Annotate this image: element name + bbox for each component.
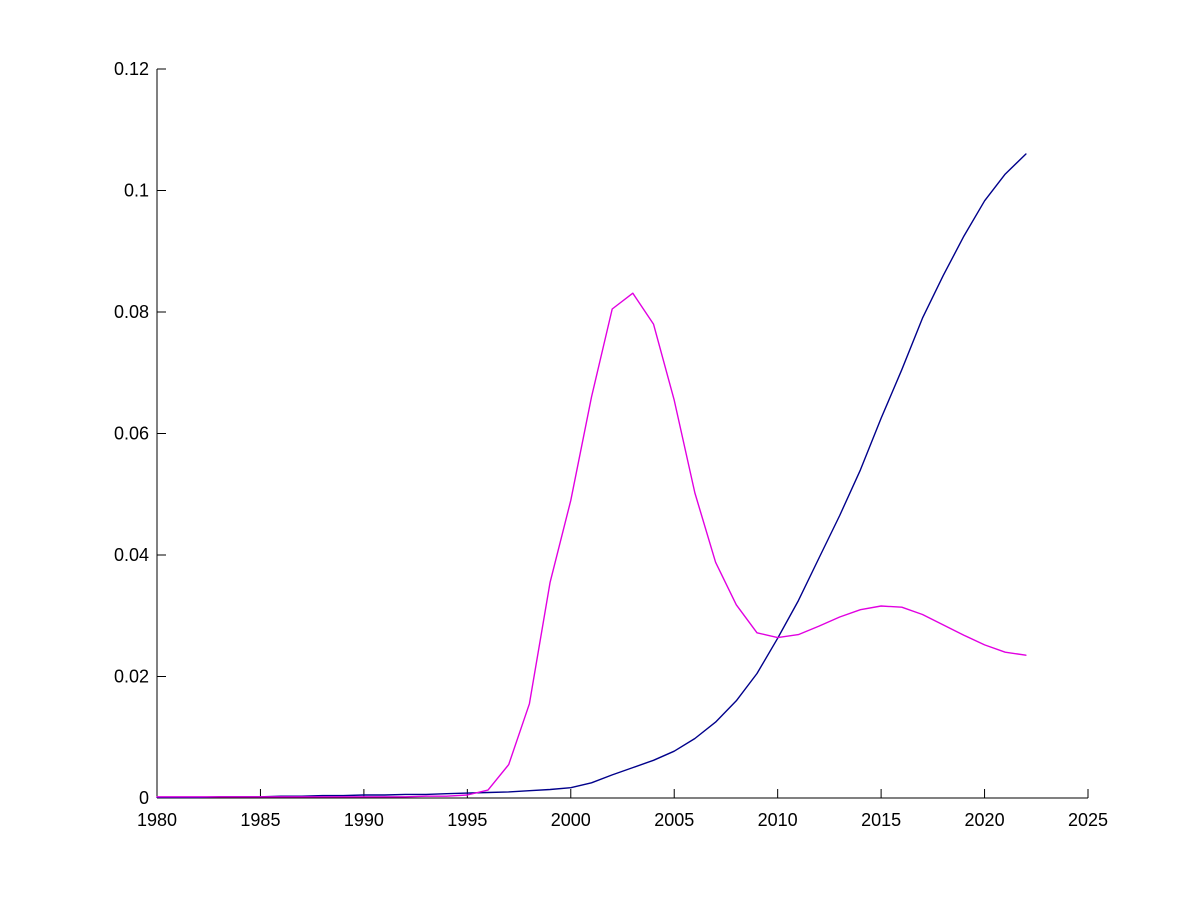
x-tick-label: 2005 — [654, 810, 694, 830]
x-tick-label: 2020 — [965, 810, 1005, 830]
x-tick-label: 2000 — [551, 810, 591, 830]
x-tick-label: 1990 — [344, 810, 384, 830]
x-tick-label: 2025 — [1068, 810, 1108, 830]
x-tick-label: 1980 — [137, 810, 177, 830]
y-tick-label: 0.04 — [114, 545, 149, 565]
y-tick-label: 0.06 — [114, 424, 149, 444]
y-tick-label: 0.12 — [114, 59, 149, 79]
series-magenta-line — [156, 292, 1027, 798]
series-dark-blue-line — [156, 153, 1027, 799]
x-tick-label: 2010 — [758, 810, 798, 830]
x-tick-label: 1995 — [447, 810, 487, 830]
x-tick-label: 2015 — [861, 810, 901, 830]
y-tick-label: 0.02 — [114, 667, 149, 687]
y-tick-label: 0.08 — [114, 302, 149, 322]
y-tick-label: 0.1 — [124, 181, 149, 201]
y-tick-label: 0 — [139, 788, 149, 808]
x-tick-label: 1985 — [240, 810, 280, 830]
